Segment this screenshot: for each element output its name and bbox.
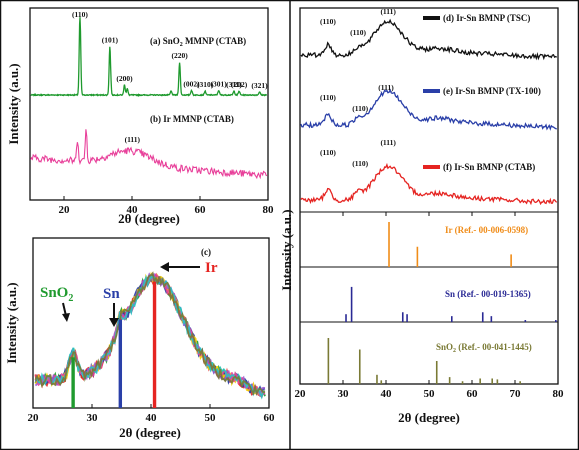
peak-label-sno2: (311) [226, 80, 242, 89]
peak-label-ctab: (110) [352, 159, 368, 168]
series-tsc-line [300, 18, 557, 61]
panel-ab-ylabel: Intensity (a.u.) [6, 63, 21, 144]
panel-ab-xtick-label: 20 [59, 204, 71, 216]
ref-label-sn: Sn (Ref.- 00-019-1365) [445, 289, 531, 299]
panel-ab-frame [29, 7, 269, 201]
panel-def: 20 30 40 50 60 70 80 (d) Ir-Sn BMNP (TSC) (110) (… [279, 7, 564, 425]
panel-def-frame [299, 7, 559, 385]
peak-label-tx100: (110) [320, 93, 336, 102]
panel-def-xtick-label: 50 [424, 388, 436, 400]
peak-label-ir: (111) [125, 135, 141, 144]
panel-c-frame [32, 237, 270, 409]
peak-label-ctab: (110) [320, 148, 336, 157]
legend-tx100: (e) Ir-Sn BMNP (TX-100) [443, 86, 541, 96]
panel-c-xlabel: 2θ (degree) [119, 425, 181, 440]
panel-def-xlabel: 2θ (degree) [398, 410, 460, 425]
peak-label-ctab: (111) [380, 138, 396, 147]
annotation-sno2-arrowhead [62, 313, 70, 322]
panel-c: 20 30 40 50 60 SnO2 Sn Ir (c) 2θ (degree) Inten… [4, 237, 276, 440]
ref-label-ir: Ir (Ref.- 00-006-0598) [445, 225, 528, 235]
peak-label-tsc: (110) [320, 17, 336, 26]
legend-tsc: (d) Ir-Sn BMNP (TSC) [443, 13, 530, 23]
panel-c-ylabel: Intensity (a.u.) [4, 282, 19, 363]
annotation-sn-label: Sn [103, 286, 120, 302]
peak-label-sno2: (321) [251, 81, 268, 90]
annotation-sno2-label: SnO2 [40, 285, 73, 304]
panel-def-xtick-label: 60 [467, 388, 479, 400]
series-ctab-line [300, 162, 558, 206]
series-ir-mmnp-line [30, 129, 268, 180]
peak-label-tx100: (111) [378, 83, 394, 92]
panel-c-xtick-label: 20 [28, 412, 40, 424]
panel-c-xtick-label: 30 [87, 412, 99, 424]
panel-ab-xtick-label: 80 [263, 204, 275, 216]
peak-label-sno2: (002) [183, 79, 200, 88]
panel-ab-plot-area: 20 40 60 80(110)(101)(200)(220)(002)(310)(3… [30, 10, 275, 216]
peak-label-sno2: (101) [102, 36, 119, 45]
annotation-ir-arrowhead [160, 262, 169, 272]
peak-label-sno2: (202) [231, 80, 248, 89]
panel-def-ylabel: Intensity (a.u.) [279, 209, 294, 290]
series-tx100-line [300, 88, 558, 131]
peak-label-tx100: (110) [352, 104, 368, 113]
panel-c-plot-area: 20 30 40 50 60 SnO2 Sn Ir [28, 260, 276, 424]
legend-ctab: (f) Ir-Sn BMNP (CTAB) [443, 162, 535, 172]
panel-def-xtick-label: 30 [338, 388, 350, 400]
panel-ab: 20 40 60 80(110)(101)(200)(220)(002)(310)(3… [6, 7, 275, 226]
panel-ab-xtick-label: 60 [195, 204, 207, 216]
panel-c-xtick-label: 50 [205, 412, 217, 424]
peak-label-tsc: (110) [350, 28, 366, 37]
panel-def-xtick-label: 40 [381, 388, 393, 400]
panel-def-xtick-label: 80 [553, 388, 565, 400]
annotation-sn-arrowhead [109, 318, 119, 327]
legend-ir-mmnp: (b) Ir MMNP (CTAB) [150, 114, 234, 124]
panel-c-xtick-label: 40 [146, 412, 158, 424]
panel-c-xtick-label: 60 [264, 412, 276, 424]
legend-sno2-mmnp: (a) SnO2 MMNP (CTAB) [150, 36, 246, 48]
peak-label-sno2: (301) [211, 79, 228, 88]
panel-c-label: (c) [201, 247, 211, 257]
panel-ab-xlabel: 2θ (degree) [118, 211, 180, 226]
panel-ab-xtick-label: 40 [127, 204, 139, 216]
panel-def-xtick-label: 20 [295, 388, 307, 400]
peak-label-tsc: (111) [380, 7, 396, 16]
peak-label-sno2: (200) [116, 74, 133, 83]
panel-def-xtick-label: 70 [510, 388, 522, 400]
annotation-ir-label: Ir [205, 260, 218, 276]
panel-c-pattern-line [34, 271, 266, 396]
panel-c-pattern-line [34, 273, 266, 400]
peak-label-sno2: (310) [197, 80, 214, 89]
panel-def-plot-area: 20 30 40 50 60 70 80 (d) Ir-Sn BMNP (TSC) (110) (… [295, 7, 565, 400]
series-sno2-mmnp-line [30, 17, 268, 98]
peak-label-sno2: (110) [72, 10, 88, 19]
ref-label-sno2: SnO2 (Ref.- 00-041-1445) [436, 342, 532, 354]
peak-label-sno2: (220) [171, 51, 188, 60]
